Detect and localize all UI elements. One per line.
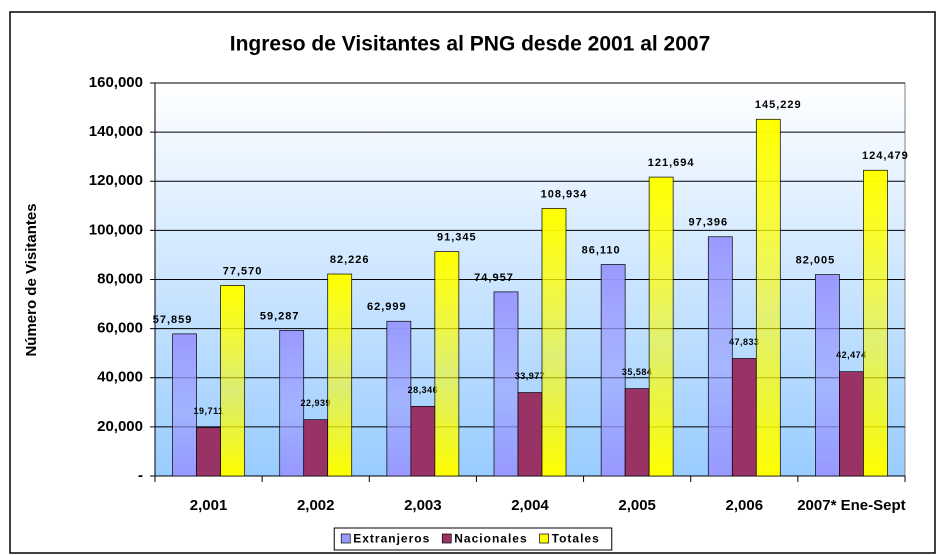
bar	[541, 208, 567, 477]
legend-label: Extranjeros	[353, 532, 430, 546]
bar	[279, 330, 305, 477]
value-label: 145,229	[755, 99, 802, 111]
y-tick-label: 80,000	[97, 270, 143, 287]
bar	[839, 371, 864, 477]
value-label: 19,711	[194, 406, 224, 416]
value-label: 82,226	[330, 254, 370, 266]
chart-title: Ingreso de Visitantes al PNG desde 2001 …	[230, 33, 711, 56]
bar	[624, 388, 650, 477]
legend: Extranjeros Nacionales Totales	[333, 527, 613, 551]
y-tick-label: 140,000	[89, 123, 143, 140]
value-label: 59,287	[260, 310, 300, 322]
value-label: 22,939	[300, 398, 331, 408]
legend-swatch	[441, 533, 452, 544]
y-tick-label: 40,000	[97, 369, 143, 386]
legend-label: Totales	[552, 532, 600, 546]
value-label: 33,977	[515, 371, 546, 381]
y-tick-label: 160,000	[89, 74, 143, 91]
x-tick-label: 2,005	[618, 497, 656, 514]
bar	[517, 392, 543, 477]
x-tick-label: 2007* Ene-Sept	[797, 497, 905, 514]
y-axis-label: Número de Visitantes	[23, 203, 40, 356]
value-label: 28,346	[408, 385, 439, 395]
value-label: 97,396	[688, 217, 728, 229]
y-tick-label: 100,000	[89, 221, 143, 238]
value-label: 91,345	[437, 232, 477, 244]
x-tick-label: 2,001	[190, 497, 228, 514]
bar	[863, 169, 888, 477]
bar	[196, 427, 221, 477]
bar	[755, 118, 781, 477]
bar	[386, 320, 412, 477]
value-label: 35,584	[622, 367, 653, 377]
bar	[707, 236, 733, 477]
value-label: 74,957	[474, 272, 514, 284]
value-label: 82,005	[796, 254, 836, 266]
value-label: 121,694	[648, 157, 695, 169]
value-label: 108,934	[541, 188, 588, 200]
x-tick-label: 2,004	[511, 497, 549, 514]
bar	[410, 406, 436, 477]
value-label: 124,479	[862, 150, 909, 162]
y-tick-label: 120,000	[89, 172, 143, 189]
value-label: 86,110	[582, 244, 621, 256]
value-label: 47,833	[729, 337, 760, 347]
bar	[434, 251, 460, 477]
x-tick-label: 2,006	[726, 497, 764, 514]
value-label: 42,474	[836, 350, 867, 360]
bar	[327, 273, 353, 477]
legend-label: Nacionales	[454, 532, 527, 546]
bar	[172, 333, 197, 477]
legend-swatch	[340, 533, 351, 544]
bar	[600, 264, 626, 477]
bar	[303, 419, 329, 477]
legend-box	[333, 527, 613, 551]
x-tick-label: 2,003	[404, 497, 442, 514]
bar	[648, 176, 674, 477]
bar	[815, 274, 840, 477]
y-tick-label: 60,000	[97, 320, 143, 337]
value-label: 77,570	[223, 265, 263, 277]
bar	[220, 285, 245, 477]
y-tick-label: -	[138, 467, 143, 484]
x-tick-label: 2,002	[297, 497, 335, 514]
y-tick-label: 20,000	[97, 418, 143, 435]
legend-swatch	[539, 533, 549, 544]
bar	[731, 358, 757, 477]
bar	[493, 291, 519, 477]
value-label: 62,999	[367, 301, 407, 313]
value-label: 57,859	[153, 314, 193, 326]
